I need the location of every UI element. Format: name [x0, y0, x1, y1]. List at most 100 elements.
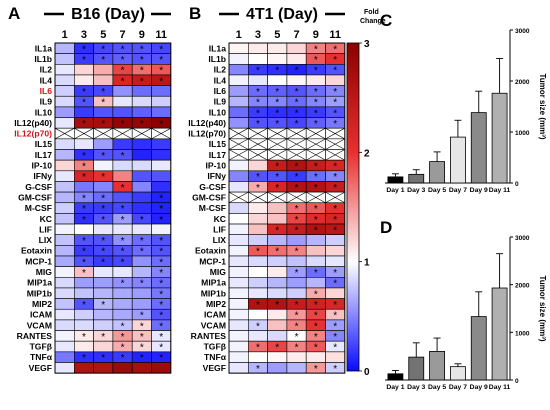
row-label: IL4	[214, 75, 227, 85]
significance-star: *	[314, 44, 318, 55]
significance-star: *	[295, 183, 299, 194]
significance-star: *	[121, 44, 125, 55]
heatmap-cell	[112, 223, 133, 236]
cross-line	[306, 127, 326, 140]
panel-a-title: B16 (Day)	[71, 6, 145, 23]
heatmap-cell	[131, 149, 152, 161]
heatmap-cell	[54, 276, 75, 289]
heatmap-cell	[286, 74, 307, 86]
heatmap-cell	[74, 181, 94, 193]
significance-star: *	[159, 300, 163, 311]
cross-line	[112, 127, 133, 140]
significance-star: *	[314, 300, 318, 311]
heatmap-cell	[305, 255, 326, 267]
significance-star: *	[275, 162, 279, 173]
heatmap-cell	[267, 362, 288, 374]
cross-line	[74, 127, 94, 140]
significance-star: *	[82, 119, 86, 130]
heatmap-cell	[93, 64, 114, 76]
significance-star: *	[121, 215, 125, 226]
cross-line	[228, 191, 249, 204]
heatmap-cell	[74, 362, 94, 374]
significance-star: *	[333, 225, 337, 236]
significance-star: *	[333, 55, 337, 66]
significance-star: *	[275, 108, 279, 119]
heatmap-cell	[54, 340, 75, 353]
heatmap-cell	[131, 191, 152, 204]
heatmap-cell	[228, 95, 249, 108]
heatmap-cell	[325, 351, 346, 363]
row-label: TNFα	[30, 352, 53, 362]
significance-star: *	[159, 66, 163, 77]
heatmap-cell	[93, 74, 114, 86]
cross-line	[248, 149, 268, 161]
row-label: IL2	[40, 65, 53, 75]
heatmap-cell	[267, 330, 288, 342]
heatmap-cell	[54, 181, 75, 193]
y-tick-label: 3000	[515, 28, 530, 35]
significance-star: *	[140, 321, 144, 332]
significance-star: *	[314, 55, 318, 66]
significance-star: *	[121, 236, 125, 247]
row-label: KC	[214, 214, 226, 224]
cross-line	[325, 191, 345, 204]
heatmap-cell	[228, 117, 249, 129]
row-label: MIP1a	[27, 278, 52, 288]
heatmap-cell	[54, 255, 75, 267]
significance-star: *	[101, 300, 105, 311]
significance-star: *	[295, 268, 299, 279]
bar	[491, 92, 508, 184]
heatmap-cell	[131, 266, 152, 278]
cross-line	[54, 127, 75, 140]
heatmap-cell	[54, 53, 75, 65]
column-label: 5	[100, 29, 106, 41]
bar	[429, 350, 445, 381]
column-label: 1	[236, 29, 242, 41]
row-label: MIP2	[32, 299, 52, 309]
heatmap-cell	[267, 319, 288, 331]
heatmap-cell	[54, 74, 75, 86]
significance-star: *	[159, 193, 163, 204]
cross-line	[325, 127, 345, 140]
heatmap-cell	[54, 362, 75, 374]
cross-line	[286, 191, 307, 204]
heatmap-cell	[151, 85, 172, 97]
heatmap-cell	[93, 362, 114, 374]
heatmap-cell	[54, 95, 75, 108]
significance-star: *	[295, 204, 299, 215]
cross-line	[248, 127, 268, 140]
significance-star: *	[159, 76, 163, 87]
cross-line	[267, 191, 288, 204]
row-label: VCAM	[27, 320, 52, 330]
significance-star: *	[159, 332, 163, 343]
significance-star: *	[256, 119, 260, 130]
significance-star: *	[121, 76, 125, 87]
significance-star: *	[140, 343, 144, 354]
significance-star: *	[140, 76, 144, 87]
significance-star: *	[140, 247, 144, 258]
significance-star: *	[314, 98, 318, 109]
significance-star: *	[256, 172, 260, 183]
heatmap-cell	[74, 138, 94, 150]
x-tick-label: Day 3	[407, 384, 425, 391]
heatmap-cell	[54, 117, 75, 129]
heatmap-cell	[248, 234, 268, 246]
x-tick-label: Day 3	[407, 187, 425, 194]
row-label: IL10	[35, 107, 52, 117]
cross-line	[306, 191, 326, 204]
significance-star: *	[121, 204, 125, 215]
heatmap-cell	[228, 170, 249, 182]
cross-line	[286, 127, 307, 140]
significance-star: *	[82, 353, 86, 364]
heatmap-cell	[286, 42, 307, 54]
heatmap-cell	[54, 213, 75, 225]
heatmap-cell	[151, 159, 172, 172]
heatmap-cell	[112, 362, 133, 374]
significance-star: *	[159, 279, 163, 290]
heatmap-cell	[248, 351, 268, 363]
significance-star: *	[140, 236, 144, 247]
row-label: IL15	[35, 139, 52, 149]
heatmap-cell	[325, 287, 346, 299]
row-label: IL15	[209, 139, 226, 149]
significance-star: *	[333, 268, 337, 279]
